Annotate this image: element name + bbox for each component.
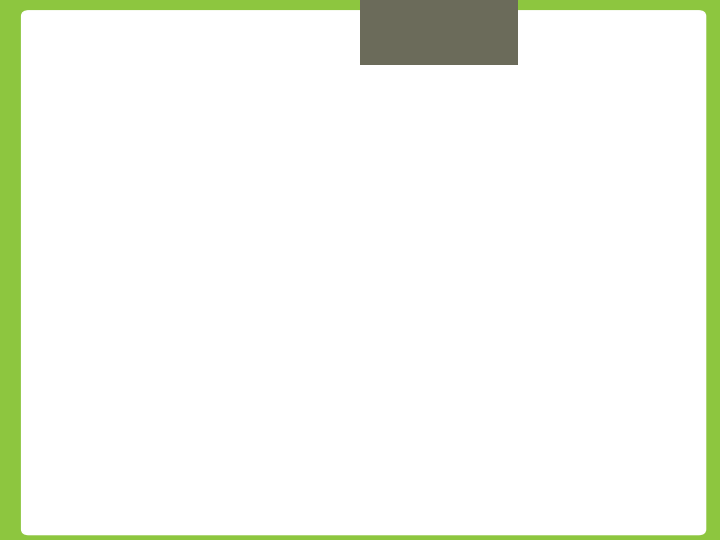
Text: molecules are not bonded together.: molecules are not bonded together.	[97, 190, 470, 210]
Text: their pressure, volume and temperature since the gas: their pressure, volume and temperature s…	[97, 157, 662, 177]
Text: $=$: $=$	[341, 329, 379, 367]
Text: ↵: ↵	[54, 440, 73, 460]
Text: enter or leave the system.: enter or leave the system.	[97, 301, 374, 321]
Text: ↵: ↵	[54, 235, 73, 255]
Text: must use temperature in KELVIN.: must use temperature in KELVIN.	[97, 473, 441, 493]
Text: $\dfrac{P_1\ V_1}{T_1}$: $\dfrac{P_1\ V_1}{T_1}$	[176, 314, 256, 382]
Text: Gas Laws: Gas Laws	[72, 65, 262, 99]
Text: $\dfrac{P_2\ V_2}{T_2}$: $\dfrac{P_2\ V_2}{T_2}$	[464, 314, 544, 382]
Text: Gases have a very predictable relationship between: Gases have a very predictable relationsh…	[97, 124, 642, 144]
Text: variables in a closed gas system where no gas can: variables in a closed gas system where n…	[97, 268, 627, 288]
Text: Units on both sides of the equation must match and you: Units on both sides of the equation must…	[97, 440, 685, 460]
Text: The COMBINED GAS LAW relates these three: The COMBINED GAS LAW relates these three	[97, 235, 564, 255]
Text: ↵: ↵	[54, 124, 73, 144]
